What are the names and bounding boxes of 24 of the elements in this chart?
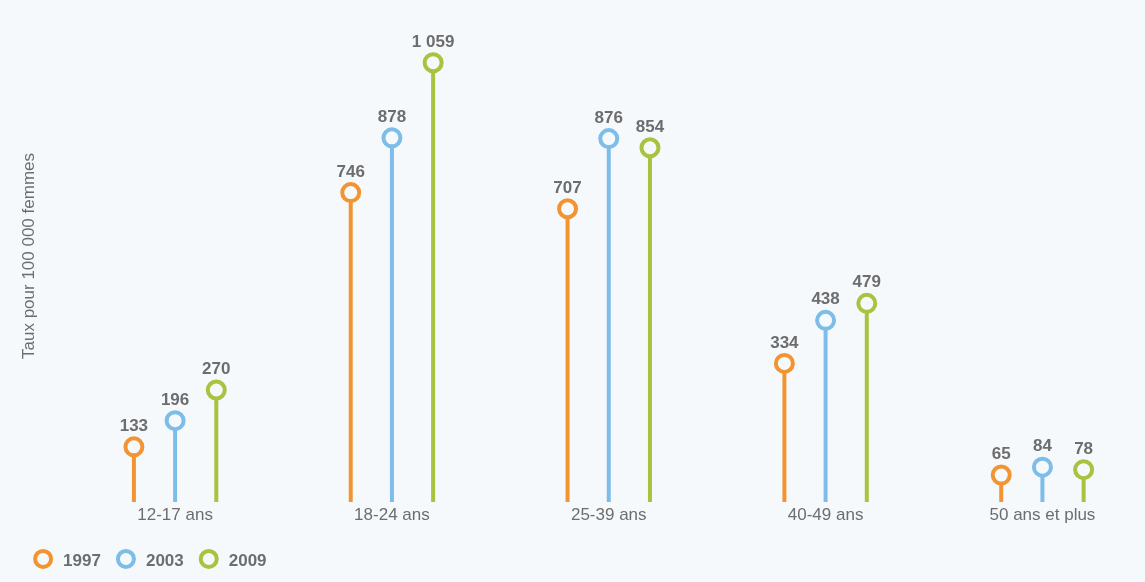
- x-tick-label: 12-17 ans: [137, 505, 213, 524]
- data-label: 746: [336, 161, 365, 181]
- y-axis-title: Taux pour 100 000 femmes: [18, 152, 38, 360]
- data-label: 78: [1074, 438, 1094, 458]
- data-label: 479: [852, 272, 881, 292]
- x-tick-label: 18-24 ans: [354, 505, 430, 524]
- x-tick-label: 50 ans et plus: [989, 505, 1096, 524]
- data-label: 133: [119, 415, 149, 435]
- legend-label: 2003: [145, 550, 184, 570]
- data-label: 438: [811, 289, 840, 309]
- data-label: 65: [991, 444, 1011, 464]
- data-label: 334: [770, 332, 800, 352]
- data-label: 876: [594, 107, 623, 127]
- data-label: 270: [202, 359, 231, 379]
- legend-label: 2009: [228, 550, 267, 570]
- data-label: 854: [635, 116, 665, 136]
- legend-label: 1997: [63, 550, 101, 570]
- data-label: 196: [160, 389, 190, 409]
- data-label: 707: [553, 177, 582, 197]
- x-tick-label: 25-39 ans: [570, 505, 647, 524]
- data-label: 1 059: [411, 31, 455, 51]
- data-label: 84: [1032, 436, 1053, 456]
- x-tick-label: 40-49 ans: [787, 505, 864, 524]
- data-label: 878: [377, 106, 407, 126]
